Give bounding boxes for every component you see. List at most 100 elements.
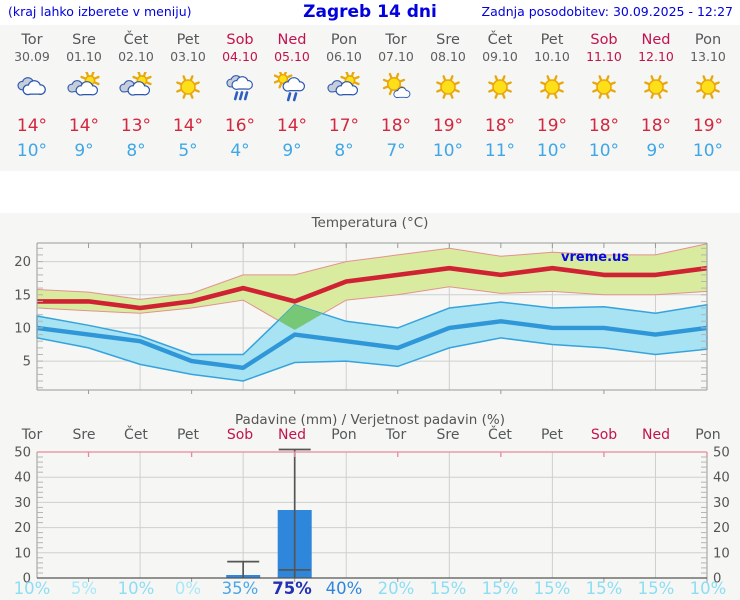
precip-probability: 15%: [585, 579, 623, 598]
svg-text:50: 50: [14, 446, 31, 461]
day-date: 04.10: [222, 49, 258, 64]
precip-day-label: Ned: [642, 427, 670, 443]
precip-probability: 15%: [481, 579, 519, 598]
temp-min: 10°: [432, 141, 464, 161]
precip-day-label: Sob: [590, 427, 618, 443]
partly-cloudy-icon-svg: [327, 70, 360, 96]
precip-day-labels-row: Tor Sre Čet Pet Sob Ned Pon Tor Sre Čet Pet Sob Ned P…: [0, 427, 740, 445]
day-column: Tor 07.10 18° 7°: [370, 32, 422, 171]
header: (kraj lahko izberete v meniju) Zagreb 14…: [0, 0, 740, 25]
sunny-icon: [422, 65, 474, 111]
temperature-chart: 5 10 15 20 vreme.us: [14, 242, 708, 394]
temp-max: 14°: [16, 116, 48, 136]
day-date: 09.10: [482, 49, 518, 64]
day-column: Pet 10.10 19° 10°: [526, 32, 578, 171]
precip-day-label: Pon: [331, 427, 357, 443]
day-name: Pet: [176, 32, 200, 48]
svg-text:5: 5: [23, 355, 31, 370]
precip-day-label: Pet: [540, 427, 564, 443]
temp-min: 4°: [230, 141, 250, 161]
temp-band-overlap: [279, 304, 323, 330]
partly-cloudy-icon-svg: [67, 70, 100, 96]
temp-max: 14°: [68, 116, 100, 136]
cloudy-icon: [6, 65, 58, 111]
temp-max: 18°: [588, 116, 620, 136]
partly-cloudy-icon-svg: [119, 70, 152, 96]
day-name: Pon: [330, 32, 358, 48]
day-column: Čet 02.10 13° 8°: [110, 32, 162, 171]
temp-max: 18°: [640, 116, 672, 136]
sunny-icon-svg: [488, 75, 512, 99]
svg-text:0: 0: [713, 572, 721, 587]
day-name: Čet: [123, 32, 149, 48]
day-column: Sob 04.10 16° 4°: [214, 32, 266, 171]
temp-min: 9°: [282, 141, 302, 161]
day-date: 08.10: [430, 49, 466, 64]
day-column: Sre 01.10 14° 9°: [58, 32, 110, 171]
precip-minor-ticks: [37, 456, 707, 574]
precip-day-label: Pet: [176, 427, 200, 443]
temp-max: 13°: [120, 116, 152, 136]
section-divider: [0, 171, 740, 213]
temp-y-labels: 5 10 15 20: [14, 255, 31, 370]
temp-spines: [36, 242, 708, 394]
svg-text:10: 10: [713, 546, 730, 561]
sunny-icon: [578, 65, 630, 111]
day-name: Ned: [641, 32, 671, 48]
precip-probability: 40%: [325, 579, 363, 598]
temp-max: 18°: [484, 116, 516, 136]
temperature-chart-title: Temperatura (°C): [311, 215, 429, 231]
cloudy-icon-svg: [17, 77, 46, 96]
svg-text:30: 30: [14, 496, 31, 511]
precipitation-chart-title: Padavine (mm) / Verjetnost padavin (%): [235, 412, 505, 428]
day-column: Sob 11.10 18° 10°: [578, 32, 630, 171]
precip-probability: 10%: [689, 579, 727, 598]
sunny-icon: [474, 65, 526, 111]
svg-text:40: 40: [14, 471, 31, 486]
sunny-icon-svg: [592, 75, 616, 99]
precip-whiskers: [227, 448, 311, 578]
temp-min: 11°: [484, 141, 516, 161]
temp-min: 10°: [536, 141, 568, 161]
precip-probability: 10%: [13, 579, 51, 598]
day-column: Sre 08.10 19° 10°: [422, 32, 474, 171]
day-date: 12.10: [638, 49, 674, 64]
temp-min: 5°: [178, 141, 198, 161]
day-name: Sre: [436, 32, 460, 48]
day-name: Čet: [487, 32, 513, 48]
sunny-icon: [630, 65, 682, 111]
day-column: Ned 05.10 14° 9°: [266, 32, 318, 171]
precip-day-label: Čet: [124, 427, 148, 443]
precip-probability: 15%: [637, 579, 675, 598]
temp-min: 10°: [16, 141, 48, 161]
day-column: Ned 12.10 18° 9°: [630, 32, 682, 171]
precip-spines: [36, 452, 708, 582]
temp-max: 19°: [432, 116, 464, 136]
day-date: 03.10: [170, 49, 206, 64]
precip-probability: 15%: [533, 579, 571, 598]
day-date: 10.10: [534, 49, 570, 64]
svg-text:15: 15: [14, 288, 31, 303]
day-name: Sre: [72, 32, 96, 48]
day-name: Pon: [694, 32, 722, 48]
precip-day-label: Sre: [436, 427, 460, 443]
precip-day-label: Čet: [488, 427, 512, 443]
precip-day-label: Sre: [72, 427, 96, 443]
precip-day-label: Tor: [21, 427, 43, 443]
day-name: Ned: [277, 32, 307, 48]
precip-probability: 10%: [117, 579, 155, 598]
svg-text:40: 40: [713, 471, 730, 486]
temp-min: 8°: [334, 141, 354, 161]
temp-max-line: [37, 265, 708, 311]
temp-max: 19°: [536, 116, 568, 136]
svg-text:20: 20: [14, 255, 31, 270]
day-name: Tor: [385, 32, 407, 48]
day-date: 07.10: [378, 49, 414, 64]
day-column: Tor 30.09 14° 10°: [6, 32, 58, 171]
precip-probability: 20%: [377, 579, 415, 598]
temp-max: 19°: [692, 116, 724, 136]
rain-icon: [214, 65, 266, 111]
partly-cloudy-icon: [318, 65, 370, 111]
precip-day-label: Sob: [226, 427, 254, 443]
sunny-icon-svg: [540, 75, 564, 99]
